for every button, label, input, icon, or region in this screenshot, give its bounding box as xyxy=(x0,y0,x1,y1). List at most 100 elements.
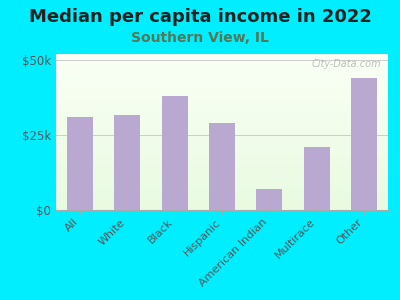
Bar xyxy=(56,204,388,205)
Bar xyxy=(56,63,388,65)
Bar xyxy=(56,59,388,60)
Bar xyxy=(56,207,388,208)
Bar xyxy=(56,68,388,70)
Bar xyxy=(56,141,388,143)
Bar xyxy=(56,94,388,96)
Bar xyxy=(56,163,388,165)
Bar xyxy=(56,121,388,123)
Bar xyxy=(56,110,388,112)
Bar xyxy=(56,60,388,62)
Bar xyxy=(56,126,388,127)
Bar xyxy=(56,73,388,74)
Bar xyxy=(56,208,388,210)
Bar xyxy=(56,118,388,119)
Bar xyxy=(56,84,388,85)
Bar xyxy=(114,116,140,210)
Bar xyxy=(56,180,388,182)
Bar xyxy=(56,172,388,174)
Bar xyxy=(56,67,388,68)
Bar xyxy=(209,123,235,210)
Bar xyxy=(56,202,388,204)
Bar xyxy=(56,138,388,140)
Bar xyxy=(56,137,388,138)
Bar xyxy=(56,148,388,149)
Bar xyxy=(56,145,388,146)
Bar xyxy=(56,106,388,107)
Bar xyxy=(56,154,388,155)
Bar xyxy=(56,187,388,188)
Bar xyxy=(56,130,388,132)
Bar xyxy=(56,107,388,109)
Bar xyxy=(56,191,388,193)
Bar xyxy=(56,146,388,148)
Bar xyxy=(56,57,388,59)
Bar xyxy=(56,102,388,104)
Bar xyxy=(56,112,388,113)
Bar xyxy=(56,85,388,87)
Bar xyxy=(56,197,388,199)
Bar xyxy=(56,54,388,56)
Bar xyxy=(56,70,388,71)
Bar xyxy=(56,74,388,76)
Bar xyxy=(56,96,388,98)
Bar xyxy=(56,79,388,80)
Bar xyxy=(56,157,388,158)
Bar xyxy=(56,201,388,202)
Bar xyxy=(56,116,388,118)
Bar xyxy=(56,119,388,121)
Bar xyxy=(56,101,388,102)
Bar xyxy=(56,177,388,179)
Bar xyxy=(56,155,388,157)
Bar xyxy=(56,123,388,124)
Bar xyxy=(56,149,388,151)
Text: Southern View, IL: Southern View, IL xyxy=(131,32,269,46)
Bar xyxy=(56,185,388,187)
Bar xyxy=(56,152,388,154)
Bar xyxy=(304,147,330,210)
Bar xyxy=(56,171,388,172)
Bar xyxy=(56,71,388,73)
Bar xyxy=(56,184,388,185)
Bar xyxy=(56,56,388,57)
Bar xyxy=(56,205,388,207)
Bar xyxy=(351,78,377,210)
Bar xyxy=(56,179,388,180)
Bar xyxy=(56,135,388,137)
Bar xyxy=(56,87,388,88)
Bar xyxy=(56,174,388,176)
Text: City-Data.com: City-Data.com xyxy=(312,59,381,69)
Bar xyxy=(56,132,388,134)
Bar xyxy=(56,169,388,171)
Bar xyxy=(67,117,93,210)
Bar xyxy=(56,82,388,84)
Bar xyxy=(56,80,388,82)
Bar xyxy=(56,158,388,160)
Bar xyxy=(56,99,388,101)
Bar xyxy=(56,143,388,145)
Bar xyxy=(56,165,388,166)
Bar xyxy=(56,77,388,79)
Bar xyxy=(56,129,388,130)
Bar xyxy=(56,193,388,194)
Bar xyxy=(56,140,388,141)
Bar xyxy=(56,109,388,110)
Bar xyxy=(56,127,388,129)
Bar xyxy=(56,104,388,106)
Bar xyxy=(56,190,388,191)
Bar xyxy=(56,134,388,135)
Bar xyxy=(56,62,388,63)
Bar xyxy=(56,182,388,184)
Bar xyxy=(56,65,388,67)
Text: Median per capita income in 2022: Median per capita income in 2022 xyxy=(28,8,372,26)
Bar xyxy=(56,176,388,177)
Bar xyxy=(56,199,388,201)
Bar xyxy=(56,93,388,94)
Bar xyxy=(56,92,388,93)
Bar xyxy=(56,194,388,196)
Bar xyxy=(162,96,188,210)
Bar xyxy=(56,196,388,197)
Bar xyxy=(56,98,388,99)
Bar xyxy=(256,189,282,210)
Bar xyxy=(56,151,388,152)
Bar xyxy=(56,113,388,115)
